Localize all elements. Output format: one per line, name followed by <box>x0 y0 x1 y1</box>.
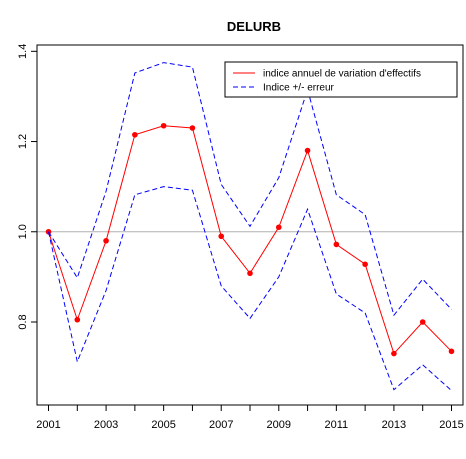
index-series-line <box>48 125 452 355</box>
index-point-2015 <box>448 348 455 355</box>
plot-area <box>37 62 463 391</box>
legend: indice annuel de variation d'effectifs In… <box>224 61 458 98</box>
index-point-2002 <box>74 316 81 323</box>
y-tick-label-1.0: 1.0 <box>17 224 29 239</box>
index-point-2003 <box>103 237 109 244</box>
legend-label-1: Indice +/- erreur <box>263 83 335 94</box>
index-point-2004 <box>132 131 138 138</box>
index-point-2010 <box>304 147 311 154</box>
error-bound-line-1 <box>48 62 452 317</box>
y-tick-label-0.8: 0.8 <box>17 314 29 329</box>
index-point-2014 <box>419 319 426 325</box>
legend-label-0: indice annuel de variation d'effectifs <box>263 69 421 80</box>
x-tick-label-2013: 2013 <box>382 419 406 431</box>
x-tick-label-2001: 2001 <box>36 419 60 431</box>
x-tick-label-2009: 2009 <box>267 419 291 431</box>
axes: 2001 2003 2005 2007 2009 2011 2013 2015 0.8 1.0 1.… <box>17 44 464 431</box>
y-tick-label-1.4: 1.4 <box>17 44 29 59</box>
error-bound-line-2 <box>48 186 452 391</box>
x-tick-label-2003: 2003 <box>94 419 118 431</box>
index-point-2008 <box>247 270 253 277</box>
x-tick-label-2005: 2005 <box>151 419 175 431</box>
index-point-2007 <box>218 233 225 240</box>
y-tick-label-1.2: 1.2 <box>17 134 29 149</box>
legend-box <box>224 61 458 98</box>
x-tick-label-2007: 2007 <box>209 419 233 431</box>
index-point-2006 <box>189 125 196 131</box>
index-point-2005 <box>160 122 167 129</box>
chart-title: DELURB <box>227 19 281 34</box>
index-point-2011 <box>333 241 340 248</box>
x-tick-label-2015: 2015 <box>439 419 463 431</box>
x-tick-label-2011: 2011 <box>325 419 349 431</box>
plot-frame <box>36 44 464 406</box>
index-point-2009 <box>275 224 282 231</box>
index-point-2012 <box>362 261 368 268</box>
index-point-2013 <box>391 350 397 357</box>
